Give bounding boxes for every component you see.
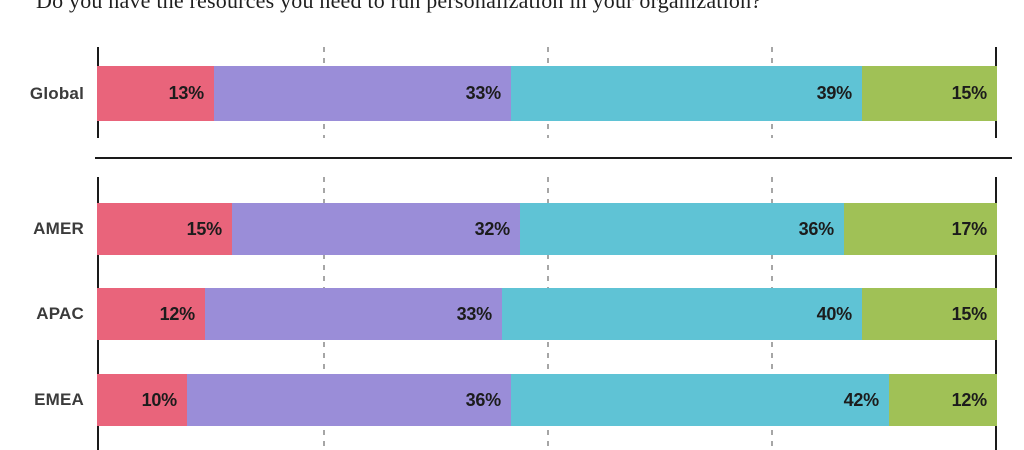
bar-segment-green: 17% bbox=[844, 203, 997, 255]
global-plot-area: 13% 33% 39% 15% bbox=[97, 47, 997, 138]
chart-title: Do you have the resources you need to ru… bbox=[36, 0, 762, 13]
segment-value-label: 12% bbox=[159, 303, 196, 324]
segment-value-label: 33% bbox=[465, 83, 502, 103]
segment-value-label: 39% bbox=[816, 83, 853, 103]
bar-global: 13% 33% 39% 15% bbox=[97, 66, 997, 121]
bar-segment-purple: 32% bbox=[232, 203, 520, 255]
row-label-global: Global bbox=[29, 84, 84, 103]
bar-segment-teal: 36% bbox=[520, 203, 844, 255]
bar-segment-teal: 42% bbox=[511, 374, 889, 426]
segment-value-label: 36% bbox=[798, 218, 835, 239]
segment-value-label: 15% bbox=[186, 218, 223, 239]
bar-segment-pink: 10% bbox=[97, 374, 187, 426]
segment-value-label: 12% bbox=[951, 389, 988, 410]
segment-value-label: 15% bbox=[951, 303, 988, 324]
segment-value-label: 10% bbox=[141, 389, 178, 410]
bar-segment-teal: 39% bbox=[511, 66, 862, 121]
bar-emea: 10% 36% 42% 12% bbox=[97, 374, 997, 426]
row-label-emea: EMEA bbox=[34, 390, 84, 409]
bar-segment-purple: 36% bbox=[187, 374, 511, 426]
bar-segment-green: 12% bbox=[889, 374, 997, 426]
segment-value-label: 15% bbox=[951, 83, 988, 103]
bar-segment-pink: 13% bbox=[97, 66, 214, 121]
segment-value-label: 36% bbox=[465, 389, 502, 410]
bar-segment-purple: 33% bbox=[205, 288, 502, 340]
segment-value-label: 42% bbox=[843, 389, 880, 410]
segment-value-label: 40% bbox=[816, 303, 853, 324]
bar-segment-pink: 15% bbox=[97, 203, 232, 255]
bar-segment-green: 15% bbox=[862, 288, 997, 340]
bar-segment-teal: 40% bbox=[502, 288, 862, 340]
section-divider bbox=[95, 157, 1012, 159]
row-label-apac: APAC bbox=[36, 304, 84, 323]
regions-plot-area: 15% 32% 36% 17% 12% 33% 40% 15% 10% 36% … bbox=[97, 177, 997, 450]
segment-value-label: 17% bbox=[951, 218, 988, 239]
bar-apac: 12% 33% 40% 15% bbox=[97, 288, 997, 340]
segment-value-label: 33% bbox=[456, 303, 493, 324]
segment-value-label: 32% bbox=[474, 218, 511, 239]
row-label-amer: AMER bbox=[33, 219, 84, 238]
bar-segment-green: 15% bbox=[862, 66, 997, 121]
bar-amer: 15% 32% 36% 17% bbox=[97, 203, 997, 255]
segment-value-label: 13% bbox=[168, 83, 205, 103]
bar-segment-purple: 33% bbox=[214, 66, 511, 121]
bar-segment-pink: 12% bbox=[97, 288, 205, 340]
